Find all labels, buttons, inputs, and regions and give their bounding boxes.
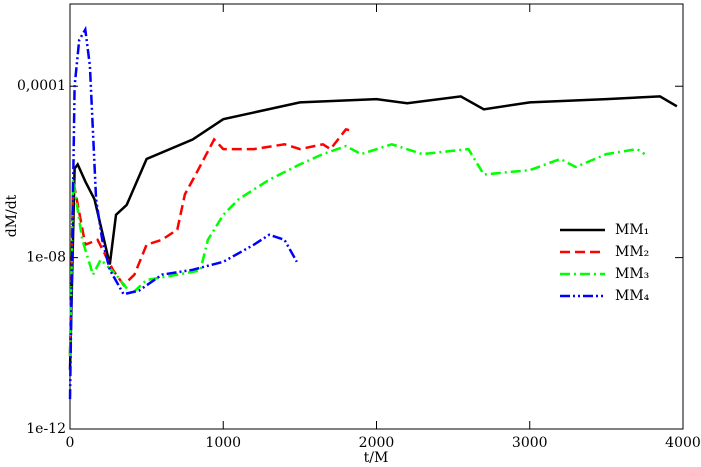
x-tick-label: 2000 (359, 435, 395, 451)
legend-label: MM₁ (615, 222, 649, 238)
y-tick-label: 1e-08 (26, 250, 66, 266)
x-axis-label: t/M (364, 450, 389, 466)
x-tick-label: 4000 (665, 435, 701, 451)
y-tick-label: 0,0001 (17, 78, 66, 94)
series-line (68, 142, 646, 357)
legend-label: MM₄ (615, 288, 650, 304)
series-line (68, 95, 678, 370)
series-line (68, 25, 298, 400)
series-line (68, 128, 354, 357)
y-axis-label: dM/dt (4, 194, 20, 237)
x-tick-label: 3000 (512, 435, 548, 451)
legend-label: MM₂ (615, 244, 649, 260)
x-tick-label: 0 (66, 435, 75, 451)
legend-label: MM₃ (615, 266, 649, 282)
x-tick-label: 1000 (205, 435, 241, 451)
plot-frame (69, 3, 684, 430)
y-tick-label: 1e-12 (26, 421, 66, 437)
